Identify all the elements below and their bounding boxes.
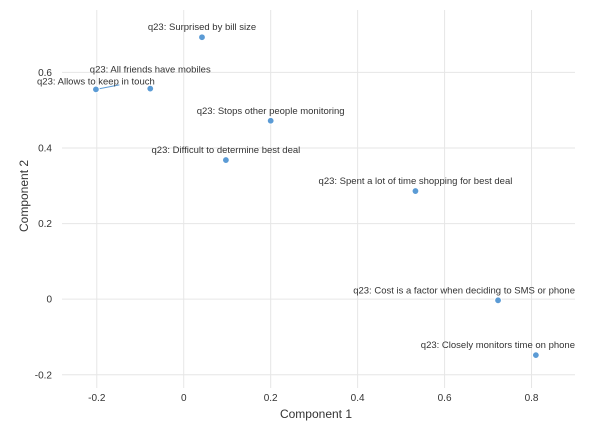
label-leader-lines xyxy=(95,84,120,90)
data-point xyxy=(411,187,420,195)
point-label: q23: Stops other people monitoring xyxy=(197,106,345,117)
point-label: q23: All friends have mobiles xyxy=(90,65,211,76)
x-tick-label: 0.6 xyxy=(438,393,452,404)
grid xyxy=(62,10,575,388)
data-point xyxy=(266,116,275,125)
y-tick-label: 0.6 xyxy=(38,68,52,79)
x-tick-label: 0.4 xyxy=(351,393,365,404)
x-tick-label: 0 xyxy=(181,393,187,404)
x-axis-ticks: -0.2 0 0.2 0.4 0.6 0.8 xyxy=(88,393,539,404)
data-point xyxy=(198,33,206,42)
leader-line xyxy=(95,84,120,90)
data-points xyxy=(92,33,540,360)
point-label: q23: Cost is a factor when deciding to S… xyxy=(353,285,575,296)
data-point xyxy=(531,351,540,360)
x-tick-label: 0.2 xyxy=(264,393,278,404)
x-tick-label: -0.2 xyxy=(88,393,106,404)
y-axis-title: Component 2 xyxy=(17,160,31,232)
point-label: q23: Difficult to determine best deal xyxy=(152,145,301,156)
point-label: q23: Allows to keep in touch xyxy=(37,76,155,87)
data-point xyxy=(494,296,502,305)
y-tick-label: -0.2 xyxy=(35,370,53,381)
y-tick-label: 0.4 xyxy=(38,143,52,154)
point-label: q23: Spent a lot of time shopping for be… xyxy=(319,176,513,187)
x-axis-title: Component 1 xyxy=(280,407,352,421)
x-tick-label: 0.8 xyxy=(525,393,539,404)
point-label: q23: Closely monitors time on phone xyxy=(421,340,575,351)
y-tick-label: 0.2 xyxy=(38,219,52,230)
point-labels: q23: Surprised by bill size q23: All frie… xyxy=(37,22,575,351)
y-tick-label: 0 xyxy=(46,295,52,306)
y-axis-ticks: -0.2 0 0.2 0.4 0.6 xyxy=(35,68,53,381)
data-point xyxy=(221,156,230,164)
data-point xyxy=(92,85,100,94)
data-point xyxy=(146,84,155,93)
point-label: q23: Surprised by bill size xyxy=(148,22,256,33)
